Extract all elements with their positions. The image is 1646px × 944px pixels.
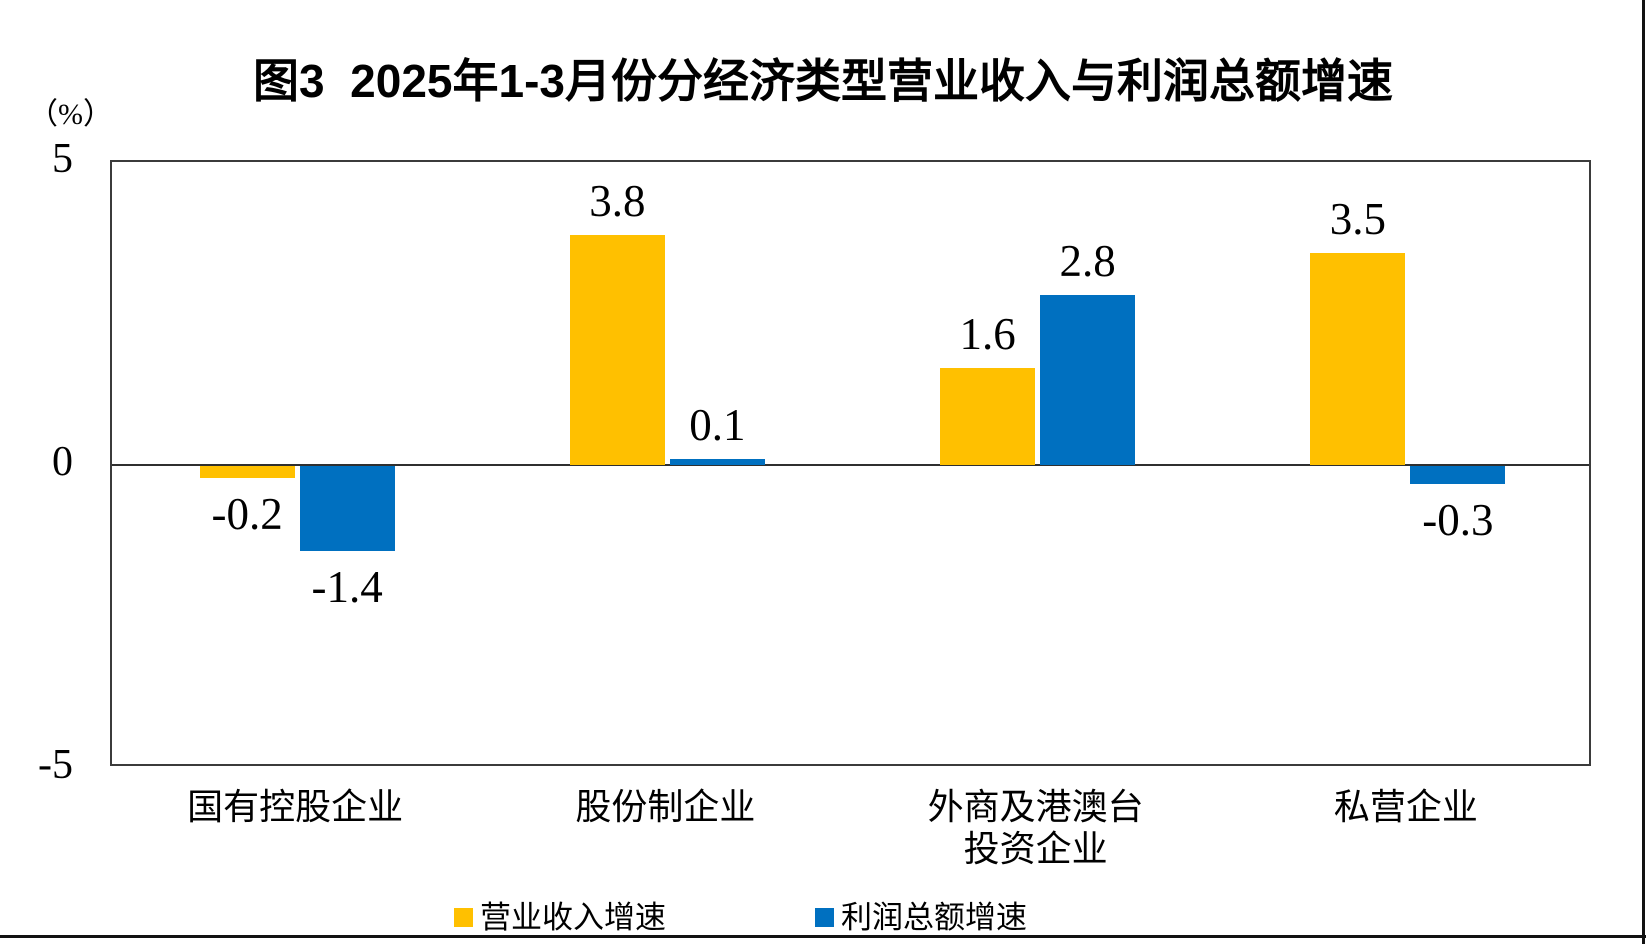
legend-label: 营业收入增速 [480, 899, 666, 935]
category-label-0: 国有控股企业 [187, 787, 404, 827]
bar-series1-cat1 [669, 458, 765, 465]
bar-series0-cat3 [1310, 252, 1406, 465]
category-label-1: 股份制企业 [575, 787, 756, 827]
page-right-border [1642, 0, 1645, 944]
legend-item-series0: 营业收入增速 [454, 900, 666, 934]
y-tick-label-0: 0 [52, 439, 73, 486]
value-label-series1-cat1: 0.1 [689, 399, 746, 450]
y-tick-label-5: 5 [52, 136, 73, 183]
category-label-3: 私营企业 [1333, 787, 1478, 827]
y-tick-label--5: -5 [38, 742, 73, 789]
bar-series0-cat2 [940, 368, 1036, 465]
plot-area: -0.2 -1.4 3.8 0.1 1.6 2.8 3.5 -0.3 [110, 160, 1591, 766]
value-label-series0-cat1: 3.8 [589, 175, 646, 226]
bar-series0-cat1 [569, 234, 665, 465]
legend-item-series1: 利润总额增速 [815, 900, 1027, 934]
y-axis-unit-label: （%） [28, 98, 113, 131]
bar-series1-cat3 [1410, 466, 1506, 485]
bar-series1-cat2 [1040, 295, 1136, 465]
category-label-2: 外商及港澳台 投资企业 [927, 787, 1144, 870]
chart-title: 图3 2025年1-3月份分经济类型营业收入与利润总额增速 [253, 55, 1393, 107]
value-label-series1-cat0: -1.4 [311, 561, 383, 612]
value-label-series0-cat2: 1.6 [959, 309, 1016, 360]
value-label-series0-cat3: 3.5 [1329, 193, 1386, 244]
value-label-series0-cat0: -0.2 [211, 489, 283, 540]
page-bottom-border [0, 935, 1646, 938]
bar-series1-cat0 [299, 466, 395, 551]
bar-series0-cat0 [199, 466, 295, 479]
legend-swatch-icon [815, 907, 834, 927]
value-label-series1-cat3: -0.3 [1422, 495, 1494, 546]
zero-axis-line [112, 464, 1589, 466]
value-label-series1-cat2: 2.8 [1059, 236, 1116, 287]
legend-label: 利润总额增速 [841, 899, 1027, 935]
legend: 营业收入增速 利润总额增速 [0, 900, 1646, 940]
legend-swatch-icon [454, 907, 473, 927]
